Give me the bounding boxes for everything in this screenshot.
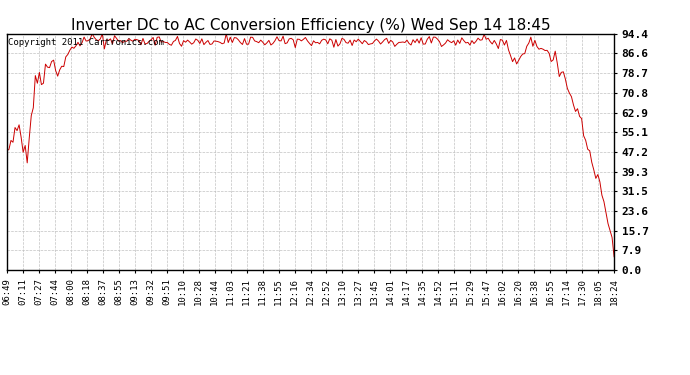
Text: Copyright 2011 Cartronics.com: Copyright 2011 Cartronics.com (8, 39, 164, 48)
Title: Inverter DC to AC Conversion Efficiency (%) Wed Sep 14 18:45: Inverter DC to AC Conversion Efficiency … (70, 18, 551, 33)
